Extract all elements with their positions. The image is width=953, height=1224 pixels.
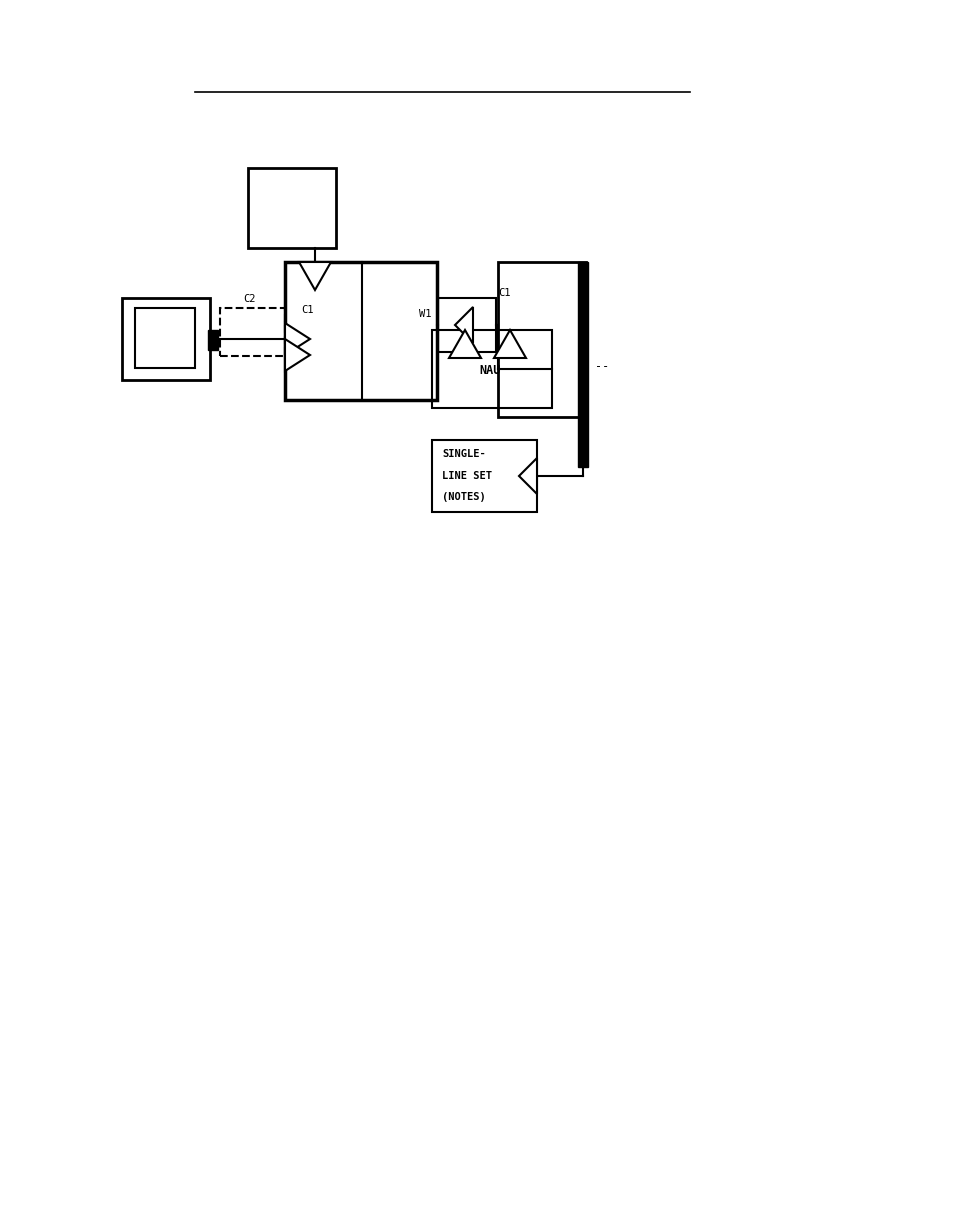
Polygon shape <box>285 323 310 355</box>
Text: LINE SET: LINE SET <box>441 471 492 481</box>
Bar <box>437 297 496 353</box>
Text: W1: W1 <box>419 308 432 319</box>
Polygon shape <box>455 307 473 343</box>
Text: (NOTES): (NOTES) <box>441 492 485 502</box>
Bar <box>122 297 210 379</box>
Polygon shape <box>285 339 310 371</box>
Bar <box>135 308 194 368</box>
Polygon shape <box>494 330 525 357</box>
Text: C1: C1 <box>497 288 510 297</box>
Bar <box>220 308 285 356</box>
Text: C1: C1 <box>301 305 314 315</box>
Bar <box>432 330 552 408</box>
Bar <box>578 262 587 468</box>
Text: C2: C2 <box>243 294 255 304</box>
Bar <box>248 168 335 248</box>
Polygon shape <box>449 330 480 357</box>
Bar <box>208 330 218 350</box>
Text: SINGLE-: SINGLE- <box>441 449 485 459</box>
Polygon shape <box>518 458 537 494</box>
Bar <box>432 439 537 512</box>
Text: NAU: NAU <box>478 364 500 377</box>
Polygon shape <box>298 262 331 290</box>
Bar <box>285 262 436 400</box>
Bar <box>497 262 585 417</box>
Text: --: -- <box>595 361 609 373</box>
